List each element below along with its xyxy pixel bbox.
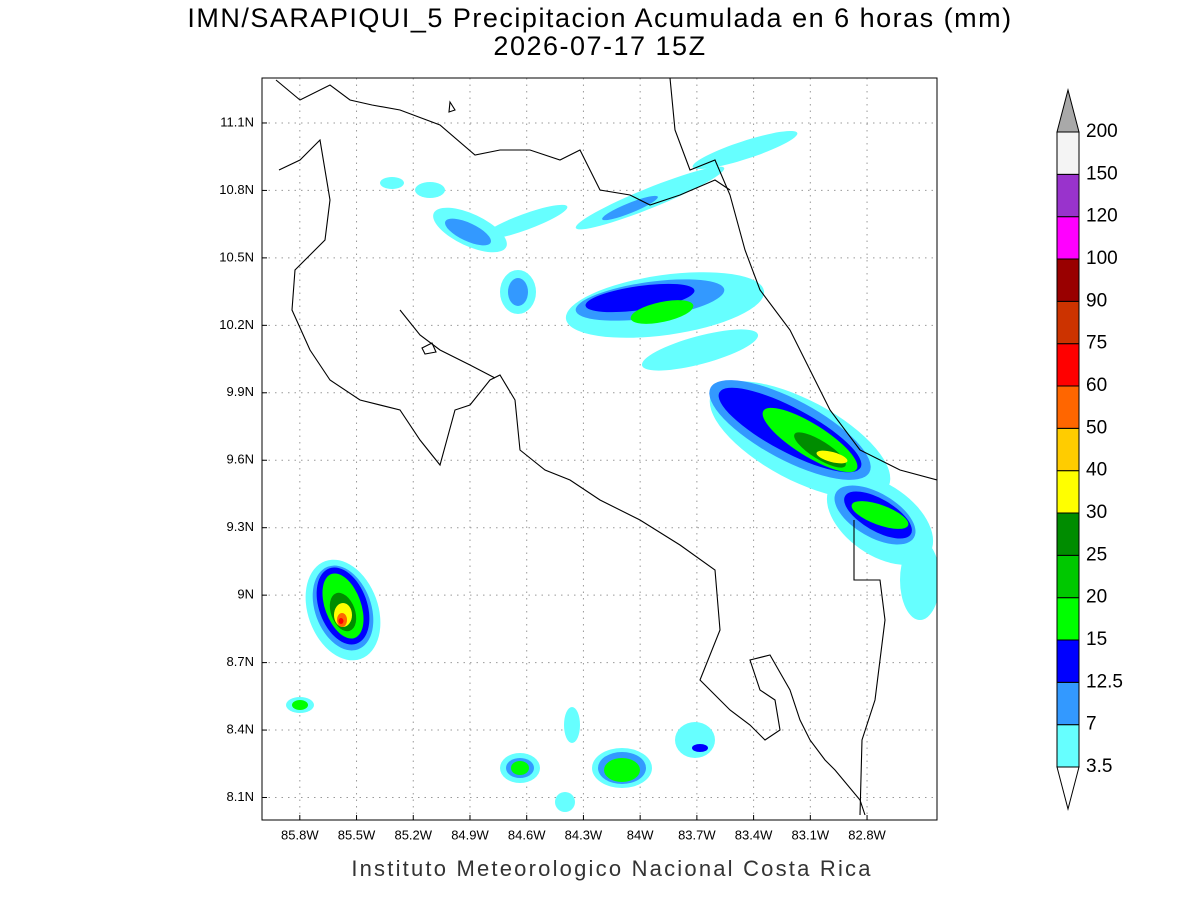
lon-tick-label: 85.8W [281,827,319,842]
colorbar-swatch [1056,470,1080,514]
colorbar-label: 150 [1086,163,1118,184]
colorbar-swatch [1056,258,1080,302]
colorbar-label: 100 [1086,248,1118,269]
lon-tick-label: 82.8W [848,827,886,842]
precip-12 [316,283,912,752]
lat-tick-label: 10.5N [219,249,254,264]
lon-tick-label: 85.5W [338,827,376,842]
colorbar-label: 30 [1086,502,1107,523]
lat-tick-label: 10.2N [219,317,254,332]
colorbar-label: 25 [1086,544,1107,565]
lat-tick-label: 10.8N [219,182,254,197]
lon-tick-label: 83.7W [678,827,716,842]
colorbar-label: 50 [1086,417,1107,438]
colorbar-swatch [1056,216,1080,260]
lon-tick-label: 84.6W [508,827,546,842]
colorbar-label: 60 [1086,375,1107,396]
colorbar-label: 7 [1086,714,1097,735]
subtitle: 2026-07-17 15Z [493,31,706,61]
lon-tick-label: 83.1W [792,827,830,842]
colorbar-swatch [1056,597,1080,641]
title: IMN/SARAPIQUI_5 Precipitacion Acumulada … [187,3,1012,33]
colorbar-top-arrow [1056,88,1080,133]
precip-15 [292,300,909,782]
colorbar: 3.5 7 12.5 15 20 25 30 40 50 60 75 90 100 120 150 200 [1056,121,1123,777]
precip-60 [338,618,344,624]
colorbar-label: 120 [1086,206,1118,227]
colorbar-label: 3.5 [1086,756,1112,777]
footer: Instituto Meteorologico Nacional Costa R… [351,856,872,881]
lat-tick-label: 9.3N [227,519,254,534]
lon-tick-label: 84.9W [451,827,489,842]
lat-tick-label: 8.4N [227,721,254,736]
colorbar-label: 90 [1086,290,1107,311]
lat-tick-label: 9.6N [227,452,254,467]
lat-tick-label: 9.9N [227,384,254,399]
lat-tick-label: 8.7N [227,654,254,669]
colorbar-swatch [1056,681,1080,726]
lat-tick-label: 8.1N [227,789,254,804]
colorbar-swatch [1056,385,1080,429]
lon-tick-label: 83.4W [735,827,773,842]
lat-tick-label: 9N [237,587,254,602]
colorbar-swatch [1056,131,1080,175]
colorbar-swatch [1056,427,1080,472]
colorbar-label: 20 [1086,587,1107,608]
colorbar-swatch [1056,300,1080,345]
colorbar-label: 12.5 [1086,671,1123,692]
colorbar-label: 200 [1086,121,1118,142]
lon-tick-label: 84.3W [565,827,603,842]
colorbar-label: 75 [1086,333,1107,354]
lon-tick-label: 84W [627,827,654,842]
colorbar-swatch [1056,724,1080,768]
precip-30 [334,450,848,627]
colorbar-bottom-arrow [1056,766,1080,811]
colorbar-swatch [1056,639,1080,683]
lat-tick-label: 11.1N [220,114,254,129]
map-frame [261,77,938,821]
colorbar-label: 40 [1086,460,1107,481]
colorbar-swatch [1056,173,1080,218]
lon-tick-label: 85.2W [394,827,432,842]
colorbar-swatch [1056,343,1080,387]
colorbar-label: 15 [1086,629,1107,650]
colorbar-swatch [1056,554,1080,599]
precip-field [286,130,937,812]
coastlines [275,78,937,816]
colorbar-swatch [1056,512,1080,556]
